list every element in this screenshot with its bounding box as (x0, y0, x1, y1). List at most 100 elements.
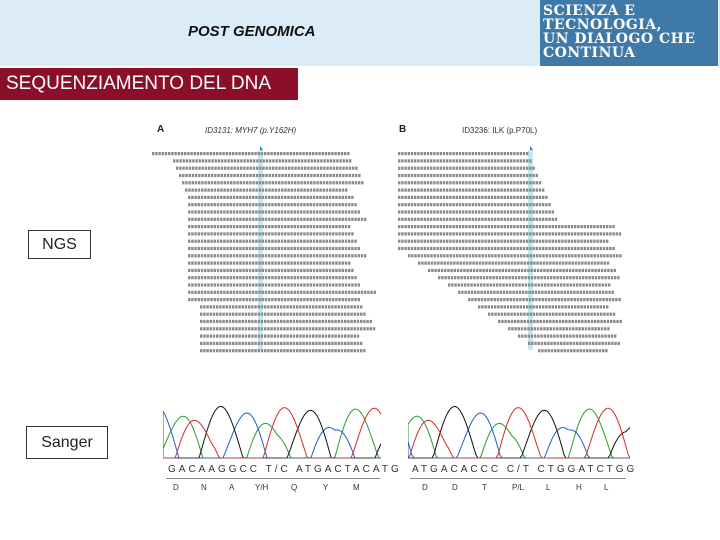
read-base (556, 334, 559, 338)
read-base (261, 254, 264, 258)
read-base (430, 173, 433, 178)
read-base (548, 298, 551, 302)
read-base (316, 203, 319, 207)
read-base (523, 254, 526, 258)
read-base (404, 246, 407, 251)
read-base (281, 166, 284, 170)
read-base (410, 195, 414, 199)
read-base (533, 268, 536, 272)
read-base (571, 254, 574, 258)
read-base (587, 254, 590, 258)
read-base (526, 210, 529, 214)
read-base (287, 261, 290, 265)
read-base (264, 319, 267, 324)
read-base (319, 195, 322, 199)
read-base (319, 268, 322, 272)
read-base (500, 225, 503, 229)
read-base (500, 305, 503, 309)
read-base (213, 261, 216, 265)
read-base (538, 232, 542, 236)
read-base (252, 239, 255, 243)
read-base (226, 276, 229, 280)
read-base (577, 246, 580, 251)
read-base (538, 349, 541, 353)
read-base (191, 217, 194, 221)
read-base (498, 261, 501, 265)
divider (410, 478, 626, 479)
read-base (526, 203, 529, 207)
read-base (267, 334, 270, 338)
read-base (332, 254, 335, 258)
read-base (261, 290, 264, 294)
read-base (545, 195, 548, 199)
read-base (197, 195, 200, 199)
read-base (338, 195, 341, 199)
read-base (332, 188, 335, 192)
read-base (606, 312, 609, 316)
read-base (426, 225, 430, 229)
read-base (545, 203, 548, 207)
read-base (299, 152, 302, 156)
read-base (280, 217, 284, 221)
read-base (450, 261, 453, 265)
read-base (486, 283, 489, 287)
read-base (271, 203, 274, 207)
read-base (526, 246, 529, 251)
read-base (325, 290, 328, 294)
read-base (569, 276, 572, 280)
read-base (410, 225, 414, 229)
read-base (335, 188, 338, 192)
read-base (280, 276, 284, 280)
read-base (309, 246, 312, 251)
read-base (560, 290, 563, 294)
read-base (353, 305, 356, 309)
read-base (306, 261, 309, 265)
read-base (611, 341, 614, 345)
read-base (252, 290, 255, 294)
read-base (590, 246, 593, 251)
read-base (293, 290, 296, 294)
read-base (468, 166, 471, 170)
read-base (410, 159, 414, 163)
sanger-chromatogram-a (163, 405, 381, 459)
read-base (338, 203, 341, 207)
read-base (363, 319, 366, 324)
read-base (191, 188, 194, 192)
read-base (410, 232, 414, 236)
read-base (284, 217, 287, 221)
read-base (191, 298, 194, 302)
read-base (516, 239, 519, 243)
read-base (197, 239, 200, 243)
read-base (488, 312, 491, 316)
read-base (423, 203, 426, 207)
read-base (542, 261, 546, 265)
read-base (532, 232, 535, 236)
read-base (248, 341, 251, 345)
read-base (404, 188, 407, 192)
read-base (185, 166, 188, 170)
read-base (352, 166, 355, 170)
read-base (286, 349, 289, 353)
read-base (255, 290, 258, 294)
read-base (299, 341, 302, 345)
read-base (306, 254, 309, 258)
read-base (591, 276, 594, 280)
read-base (580, 232, 583, 236)
read-base (280, 349, 283, 353)
read-base (262, 166, 265, 170)
read-base (484, 188, 487, 192)
read-base (337, 319, 340, 324)
read-base (191, 232, 194, 236)
read-base (223, 173, 227, 178)
read-base (481, 188, 484, 192)
read-base (287, 173, 291, 178)
read-base (594, 276, 598, 280)
read-base (437, 268, 440, 272)
read-base (599, 239, 602, 243)
read-base (354, 276, 357, 280)
read-base (537, 341, 540, 345)
read-base (532, 217, 535, 221)
read-base (207, 210, 210, 214)
read-base (341, 195, 344, 199)
read-base (331, 305, 334, 309)
